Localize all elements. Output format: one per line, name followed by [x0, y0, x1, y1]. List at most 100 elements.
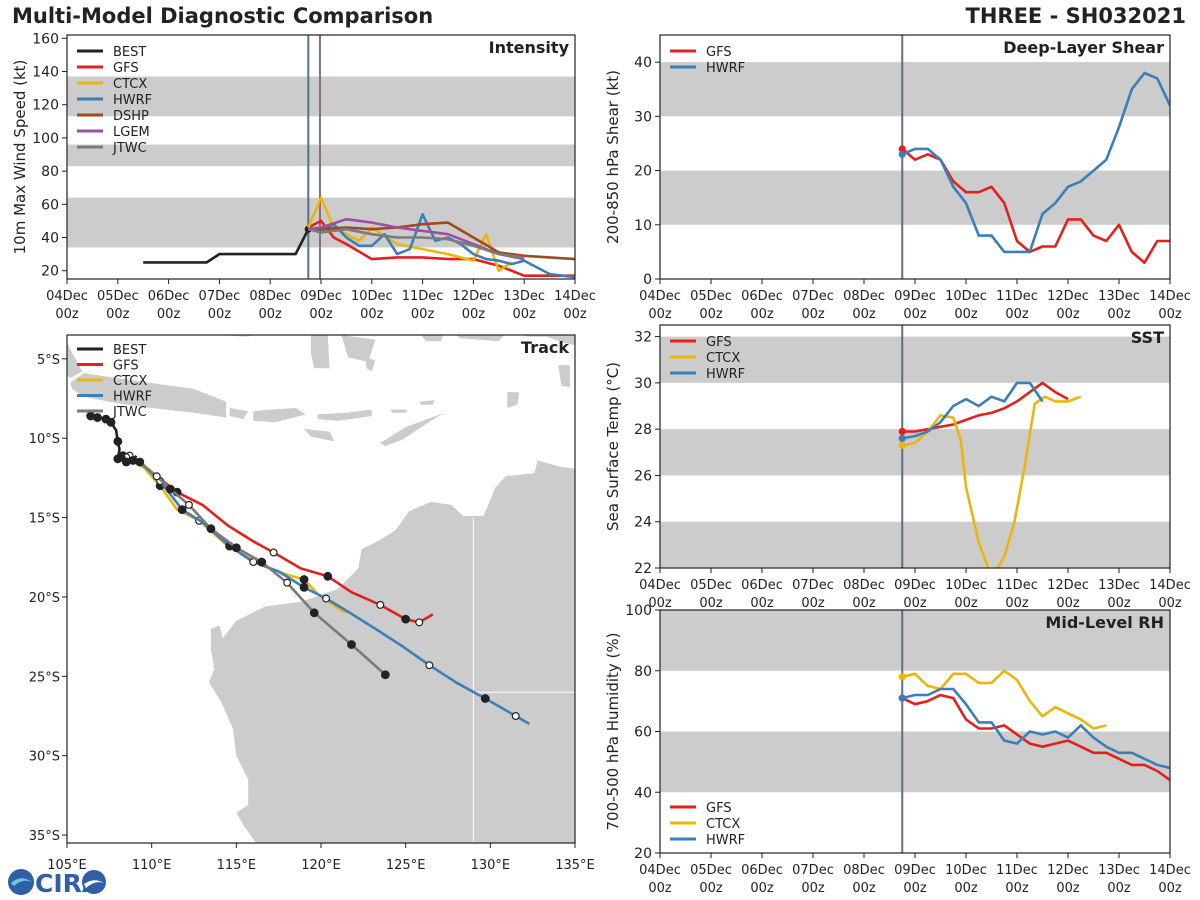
intensity-ytick-label: 20: [41, 264, 59, 280]
track-point-jtwc: [165, 484, 175, 494]
sst-ytick-label: 28: [634, 422, 652, 438]
track-point-hwrf: [480, 694, 490, 703]
track-point-jtwc: [380, 670, 390, 680]
intensity-ytick-label: 40: [41, 231, 59, 247]
track-point-best: [93, 413, 102, 422]
intensity-xtick-label: 00z: [55, 307, 79, 322]
shear-xtick-label: 00z: [852, 307, 876, 322]
sst-panel: 22 24 26 28 30 32 04Dec 00z 05Dec 00z 06Dec 00z 07De…: [604, 324, 1191, 611]
wetar-landmass: [419, 400, 435, 405]
track-point-hwrf: [177, 505, 187, 515]
new-guinea-landmass: [520, 335, 575, 346]
intensity-series-jtwc: [307, 227, 525, 259]
shear-xtick-label: 08Dec: [843, 289, 885, 304]
track-ytick-label: 35°S: [29, 829, 60, 844]
track-point-hwrf: [425, 661, 434, 670]
sst-series-hwrf: [902, 381, 1044, 440]
shear-panel: 0 10 20 30 40 04Dec 00z 05Dec 00z 06Dec 00z 07Dec 00…: [604, 34, 1191, 322]
intensity-xtick-label: 12Dec: [453, 289, 495, 304]
lombok-sumbawa-landmass: [253, 408, 306, 423]
sst-ytick-label: 24: [634, 515, 652, 531]
track-xtick-label: 105°E: [47, 858, 87, 873]
intensity-panel: 20 40 60 80 100 120 140 160 04Dec 00z 05Dec 00z 06De…: [11, 31, 596, 322]
track-point-jtwc: [347, 640, 356, 649]
rh-xtick-label: 00z: [699, 881, 723, 896]
intensity-xtick-label: 13Dec: [503, 289, 545, 304]
shear-xtick-label: 09Dec: [894, 289, 936, 304]
track-xtick-label: 120°E: [301, 858, 341, 873]
sst-band-0: [660, 521, 1170, 568]
shear-xtick-label: 11Dec: [996, 289, 1038, 304]
intensity-ytick-label: 80: [41, 164, 59, 180]
shear-xtick-label: 05Dec: [690, 289, 732, 304]
sst-xtick-label: 07Dec: [792, 578, 834, 593]
shear-xtick-label: 00z: [648, 307, 672, 322]
rh-xtick-label: 14Dec: [1149, 863, 1191, 878]
track-legend-label: CTCX: [113, 374, 147, 389]
sst-xtick-label: 00z: [1005, 596, 1029, 611]
track-xtick-label: 135°E: [555, 858, 595, 873]
sst-ytick-label: 32: [634, 330, 652, 346]
shear-xtick-label: 14Dec: [1149, 289, 1191, 304]
shear-xtick-label: 00z: [750, 307, 774, 322]
track-xtick-label: 110°E: [132, 858, 172, 873]
shear-xtick-label: 00z: [903, 307, 927, 322]
rh-title: Mid-Level RH: [1045, 613, 1164, 632]
shear-xtick-label: 00z: [954, 307, 978, 322]
shear-xtick-label: 13Dec: [1098, 289, 1140, 304]
rh-xtick-label: 00z: [1056, 881, 1080, 896]
sst-point-gfs: [898, 427, 906, 436]
track-point-gfs: [376, 600, 385, 609]
shear-xtick-label: 00z: [1158, 307, 1182, 322]
intensity-ytick-label: 100: [32, 131, 59, 147]
intensity-xtick-label: 00z: [157, 307, 181, 322]
track-xtick-label: 115°E: [217, 858, 257, 873]
track-legend-label: BEST: [113, 343, 146, 358]
intensity-xtick-label: 05Dec: [97, 289, 139, 304]
rh-ytick-label: 20: [634, 846, 652, 862]
page-title: Multi-Model Diagnostic Comparison: [12, 4, 434, 28]
track-point-best: [128, 456, 138, 465]
intensity-ytick-label: 140: [32, 65, 59, 81]
globe-icon: [8, 869, 34, 895]
intensity-xtick-label: 00z: [411, 307, 435, 322]
intensity-legend-label: BEST: [113, 45, 146, 60]
shear-title: Deep-Layer Shear: [1003, 38, 1164, 57]
shear-band-1: [660, 62, 1170, 117]
buton-landmass: [365, 357, 376, 372]
cira-logo: CIRA: [8, 869, 106, 898]
track-ytick-label: 30°S: [29, 750, 60, 765]
sst-xtick-label: 00z: [954, 596, 978, 611]
intensity-legend-label: JTWC: [112, 141, 147, 156]
sst-legend-label: HWRF: [706, 367, 745, 382]
track-point-gfs: [415, 618, 424, 627]
shear-xtick-label: 04Dec: [639, 289, 681, 304]
sst-xtick-label: 08Dec: [843, 578, 885, 593]
shear-xtick-label: 12Dec: [1047, 289, 1089, 304]
rh-xtick-label: 07Dec: [792, 863, 834, 878]
intensity-xtick-label: 10Dec: [351, 289, 393, 304]
rh-xtick-label: 00z: [852, 881, 876, 896]
intensity-legend-label: LGEM: [113, 125, 150, 140]
track-panel: 5°S 10°S 15°S 20°S 25°S 30°S 35°S 105°E 110°E 115…: [29, 334, 595, 873]
shear-xtick-label: 00z: [699, 307, 723, 322]
sst-xtick-label: 10Dec: [945, 578, 987, 593]
rh-xtick-label: 05Dec: [690, 863, 732, 878]
buru-landmass: [420, 335, 443, 342]
track-ytick-label: 20°S: [29, 591, 60, 606]
intensity-series-best: [143, 228, 310, 264]
rh-xtick-label: 00z: [801, 881, 825, 896]
intensity-xtick-label: 14Dec: [554, 289, 596, 304]
track-line-hwrf: [128, 454, 530, 726]
rh-xtick-label: 11Dec: [996, 863, 1038, 878]
intensity-xtick-label: 00z: [309, 307, 333, 322]
track-point-ctcx: [299, 575, 309, 584]
track-line-gfs: [122, 454, 434, 624]
shear-xtick-label: 07Dec: [792, 289, 834, 304]
shear-band-0: [660, 170, 1170, 225]
landmass-layer: [67, 335, 575, 843]
intensity-ytick-label: 60: [41, 197, 59, 213]
intensity-series-group: [143, 196, 575, 279]
track-legend-label: HWRF: [113, 390, 152, 405]
sst-xtick-label: 00z: [1107, 596, 1131, 611]
